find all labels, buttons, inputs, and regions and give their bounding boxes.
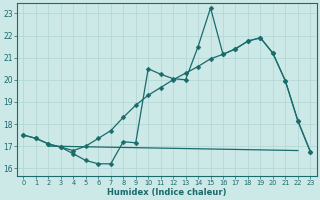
X-axis label: Humidex (Indice chaleur): Humidex (Indice chaleur) — [107, 188, 227, 197]
